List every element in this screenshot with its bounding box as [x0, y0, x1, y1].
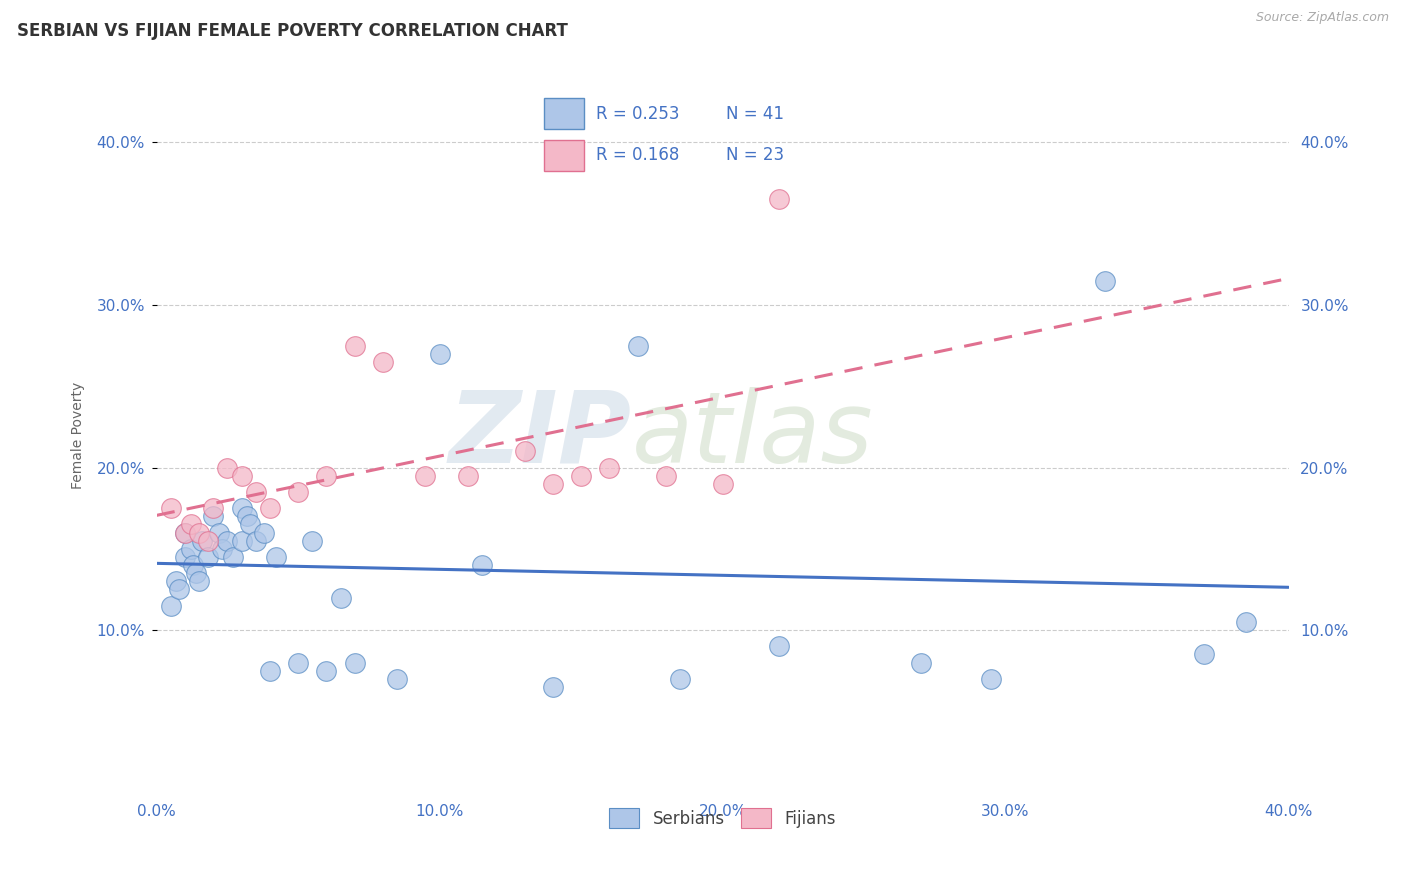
Point — [191, 533, 214, 548]
Point — [245, 485, 267, 500]
Text: N = 23: N = 23 — [725, 146, 785, 164]
Point — [711, 476, 734, 491]
Point — [188, 525, 211, 540]
Point — [287, 485, 309, 500]
Point — [541, 476, 564, 491]
Point — [217, 460, 239, 475]
Point — [315, 664, 337, 678]
Point — [253, 525, 276, 540]
Text: ZIP: ZIP — [449, 386, 633, 483]
Point — [259, 501, 281, 516]
Text: R = 0.253: R = 0.253 — [596, 105, 679, 123]
Point — [1094, 274, 1116, 288]
Point — [236, 509, 259, 524]
Point — [202, 509, 225, 524]
Point — [259, 664, 281, 678]
Point — [329, 591, 352, 605]
Point — [301, 533, 323, 548]
Point — [429, 347, 451, 361]
Point — [541, 680, 564, 694]
Point — [231, 501, 253, 516]
Point — [343, 656, 366, 670]
Point — [287, 656, 309, 670]
Point — [910, 656, 932, 670]
Text: N = 41: N = 41 — [725, 105, 785, 123]
Point — [159, 501, 181, 516]
Point — [174, 549, 197, 564]
Point — [217, 533, 239, 548]
Text: Source: ZipAtlas.com: Source: ZipAtlas.com — [1256, 11, 1389, 24]
Point — [471, 558, 494, 573]
Point — [457, 468, 479, 483]
Point — [197, 549, 219, 564]
Point — [385, 672, 408, 686]
Point — [245, 533, 267, 548]
Point — [768, 640, 790, 654]
Point — [627, 338, 650, 352]
Point — [186, 566, 208, 581]
Point — [315, 468, 337, 483]
Point — [208, 525, 231, 540]
Point — [768, 192, 790, 206]
Point — [202, 501, 225, 516]
FancyBboxPatch shape — [544, 140, 583, 171]
Point — [174, 525, 197, 540]
Text: R = 0.168: R = 0.168 — [596, 146, 679, 164]
Point — [343, 338, 366, 352]
Point — [188, 574, 211, 589]
Y-axis label: Female Poverty: Female Poverty — [72, 382, 86, 489]
Point — [222, 549, 245, 564]
Point — [169, 582, 191, 597]
Point — [183, 558, 205, 573]
Point — [174, 525, 197, 540]
FancyBboxPatch shape — [544, 98, 583, 129]
Text: atlas: atlas — [633, 386, 873, 483]
Point — [239, 517, 262, 532]
Point — [180, 541, 202, 556]
Point — [180, 517, 202, 532]
Point — [197, 533, 219, 548]
Point — [513, 444, 536, 458]
Legend: Serbians, Fijians: Serbians, Fijians — [602, 802, 842, 834]
Point — [264, 549, 287, 564]
Text: SERBIAN VS FIJIAN FEMALE POVERTY CORRELATION CHART: SERBIAN VS FIJIAN FEMALE POVERTY CORRELA… — [17, 22, 568, 40]
Point — [415, 468, 437, 483]
Point — [166, 574, 188, 589]
Point — [159, 599, 181, 613]
Point — [569, 468, 592, 483]
Point — [231, 468, 253, 483]
Point — [669, 672, 692, 686]
Point — [598, 460, 620, 475]
Point — [980, 672, 1002, 686]
Point — [211, 541, 233, 556]
Point — [1234, 615, 1257, 629]
Point — [655, 468, 678, 483]
Point — [1192, 648, 1215, 662]
Point — [231, 533, 253, 548]
Point — [371, 355, 394, 369]
